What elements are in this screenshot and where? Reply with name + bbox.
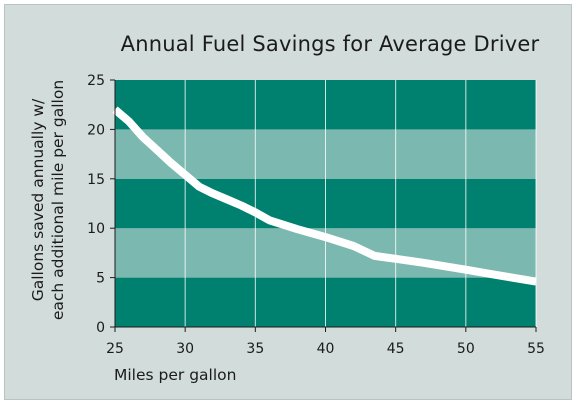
y-tick-label-25: 25 <box>87 73 105 89</box>
x-tick-label-45: 45 <box>387 341 405 357</box>
y-tick-label-10: 10 <box>87 221 105 237</box>
series-line-0 <box>112 106 537 286</box>
x-axis-label: Miles per gallon <box>114 366 237 384</box>
series-layer <box>112 106 537 286</box>
x-tick-label-30: 30 <box>176 341 194 357</box>
y-tick-label-5: 5 <box>96 271 105 287</box>
y-ticks: 0 5 10 15 20 25 <box>87 73 116 336</box>
chart-title: Annual Fuel Savings for Average Driver <box>120 32 540 56</box>
y-tick-label-20: 20 <box>87 122 105 138</box>
y-tick-label-15: 15 <box>87 172 105 188</box>
y-tick-label-0: 0 <box>96 320 105 336</box>
x-tick-label-25: 25 <box>106 341 124 357</box>
x-tick-label-50: 50 <box>457 341 475 357</box>
x-tick-label-35: 35 <box>246 341 264 357</box>
x-ticks: 25 30 35 40 45 50 55 <box>106 326 545 357</box>
vertical-gridlines <box>184 80 537 327</box>
x-tick-label-40: 40 <box>317 341 335 357</box>
x-tick-label-55: 55 <box>527 341 545 357</box>
